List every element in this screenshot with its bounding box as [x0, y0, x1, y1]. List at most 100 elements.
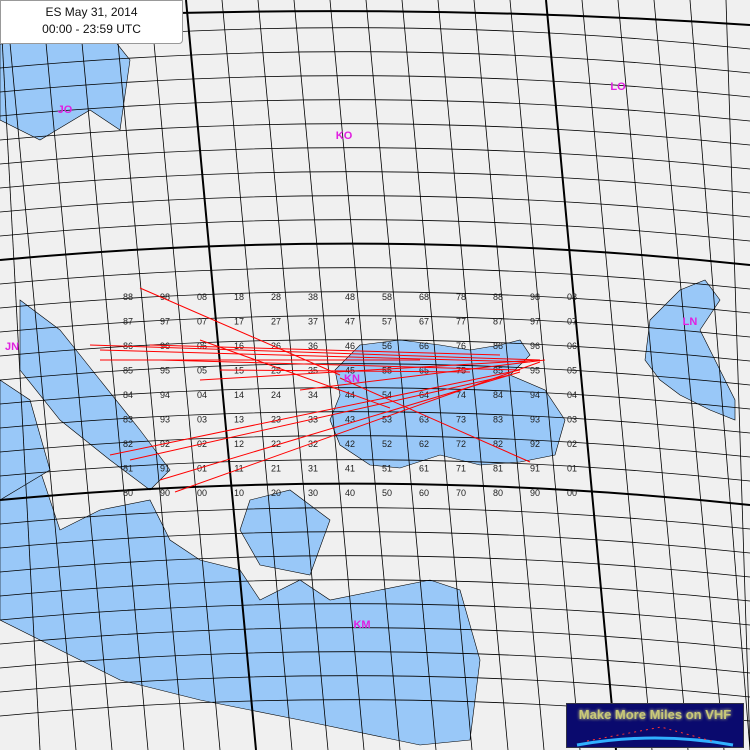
field-label-ko: KO	[336, 130, 353, 142]
grid-parallel	[0, 675, 750, 698]
grid-meridian	[149, 0, 221, 750]
field-label-km: KM	[353, 619, 370, 631]
grid-square-label: 11	[234, 464, 243, 474]
grid-square-label: 84	[493, 390, 503, 400]
grid-parallel	[0, 291, 750, 314]
grid-square-labels: 88 98 08 18 28 38 48 58 68 78 88 98 08 87 97 07 17 27 37 47…	[123, 292, 577, 498]
grid-square-label: 94	[160, 390, 170, 400]
grid-meridian	[113, 0, 185, 750]
qso-paths	[89, 287, 546, 493]
grid-square-label: 74	[456, 390, 466, 400]
field-labels: JO KO LO JN KN LN KM	[5, 81, 697, 631]
grid-meridian	[401, 0, 473, 750]
grid-square-label: 41	[345, 464, 355, 474]
qso-path-line	[199, 339, 391, 409]
grid-square-label: 23	[271, 415, 281, 425]
grid-square-label: 36	[308, 341, 318, 351]
grid-parallel	[0, 555, 750, 578]
grid-square-label: 98	[530, 292, 540, 302]
grid-square-label: 27	[271, 317, 281, 327]
grid-meridian	[77, 0, 149, 750]
qso-path-line	[219, 369, 471, 373]
qso-path-line	[99, 349, 531, 363]
grid-meridian	[545, 0, 617, 750]
grid-square-label: 32	[308, 439, 318, 449]
grid-square-label: 80	[493, 488, 503, 498]
grid-meridian	[185, 0, 257, 750]
grid-parallel	[0, 171, 750, 194]
grid-square-label: 85	[123, 366, 133, 376]
grid-parallel	[0, 315, 750, 338]
grid-square-label: 94	[530, 390, 540, 400]
grid-square-label: 55	[382, 366, 392, 376]
grid-square-label: 10	[234, 488, 244, 498]
grid-square-label: 90	[160, 488, 170, 498]
grid-square-label: 96	[530, 341, 540, 351]
grid-parallel	[0, 651, 750, 674]
grid-square-label: 93	[530, 415, 540, 425]
grid-square-label: 01	[197, 464, 207, 474]
grid-square-label: 91	[160, 464, 170, 474]
title-box: ES May 31, 2014 00:00 - 23:59 UTC	[0, 0, 183, 44]
grid-square-label: 84	[123, 390, 133, 400]
grid-meridian	[41, 0, 113, 750]
grid-meridian	[725, 0, 750, 750]
grid-square-label: 60	[419, 488, 429, 498]
caspian-sea	[644, 279, 736, 421]
grid-square-label: 96	[160, 341, 170, 351]
field-label-ln: LN	[683, 316, 698, 328]
grid-square-label: 18	[234, 292, 244, 302]
grid-square-label: 38	[308, 292, 318, 302]
grid-square-label: 57	[382, 317, 392, 327]
grid-square-label: 08	[197, 292, 207, 302]
grid-meridian	[221, 0, 293, 750]
grid-meridian	[653, 0, 725, 750]
grid-square-label: 43	[345, 415, 355, 425]
grid-parallel	[0, 387, 750, 410]
grid-square-label: 08	[567, 292, 577, 302]
grid-square-label: 51	[382, 464, 392, 474]
grid-square-label: 48	[345, 292, 355, 302]
grid-parallel	[0, 531, 750, 554]
grid-parallel	[0, 242, 750, 266]
grid-square-label: 71	[456, 464, 466, 474]
time-range: 00:00 - 23:59 UTC	[42, 22, 141, 36]
grid-parallel	[0, 579, 750, 602]
grid-square-label: 83	[493, 415, 503, 425]
grid-square-label: 56	[382, 341, 392, 351]
grid-meridian	[365, 0, 437, 750]
grid-square-label: 98	[160, 292, 170, 302]
grid-square-label: 73	[456, 415, 466, 425]
grid-meridian	[293, 0, 365, 750]
grid-square-label: 87	[123, 317, 133, 327]
grid-square-label: 45	[345, 366, 355, 376]
grid-square-label: 62	[419, 439, 429, 449]
grid-square-label: 14	[234, 390, 244, 400]
qso-path-line	[89, 344, 541, 361]
grid-square-label: 63	[419, 415, 429, 425]
grid-square-label: 88	[123, 292, 133, 302]
grid-square-label: 83	[123, 415, 133, 425]
grid-parallel	[0, 363, 750, 386]
grid-parallel	[0, 339, 750, 362]
grid-parallel	[0, 99, 750, 122]
grid-parallel	[0, 75, 750, 98]
grid-square-label: 80	[123, 488, 133, 498]
grid-square-label: 61	[419, 464, 429, 474]
grid-square-label: 07	[197, 317, 207, 327]
grid-square-label: 00	[197, 488, 207, 498]
grid-square-label: 85	[493, 366, 503, 376]
grid-square-label: 82	[123, 439, 133, 449]
grid-square-label: 66	[419, 341, 429, 351]
grid-parallel	[0, 435, 750, 458]
qso-path-line	[149, 344, 501, 356]
grid-square-label: 77	[456, 317, 466, 327]
grid-square-label: 05	[197, 366, 207, 376]
grid-square-label: 26	[271, 341, 281, 351]
grid-square-label: 30	[308, 488, 318, 498]
grid-square-label: 21	[271, 464, 281, 474]
grid-parallel	[0, 267, 750, 290]
sea-areas	[0, 9, 736, 746]
grid-square-label: 31	[308, 464, 318, 474]
qso-path-line	[159, 359, 521, 371]
